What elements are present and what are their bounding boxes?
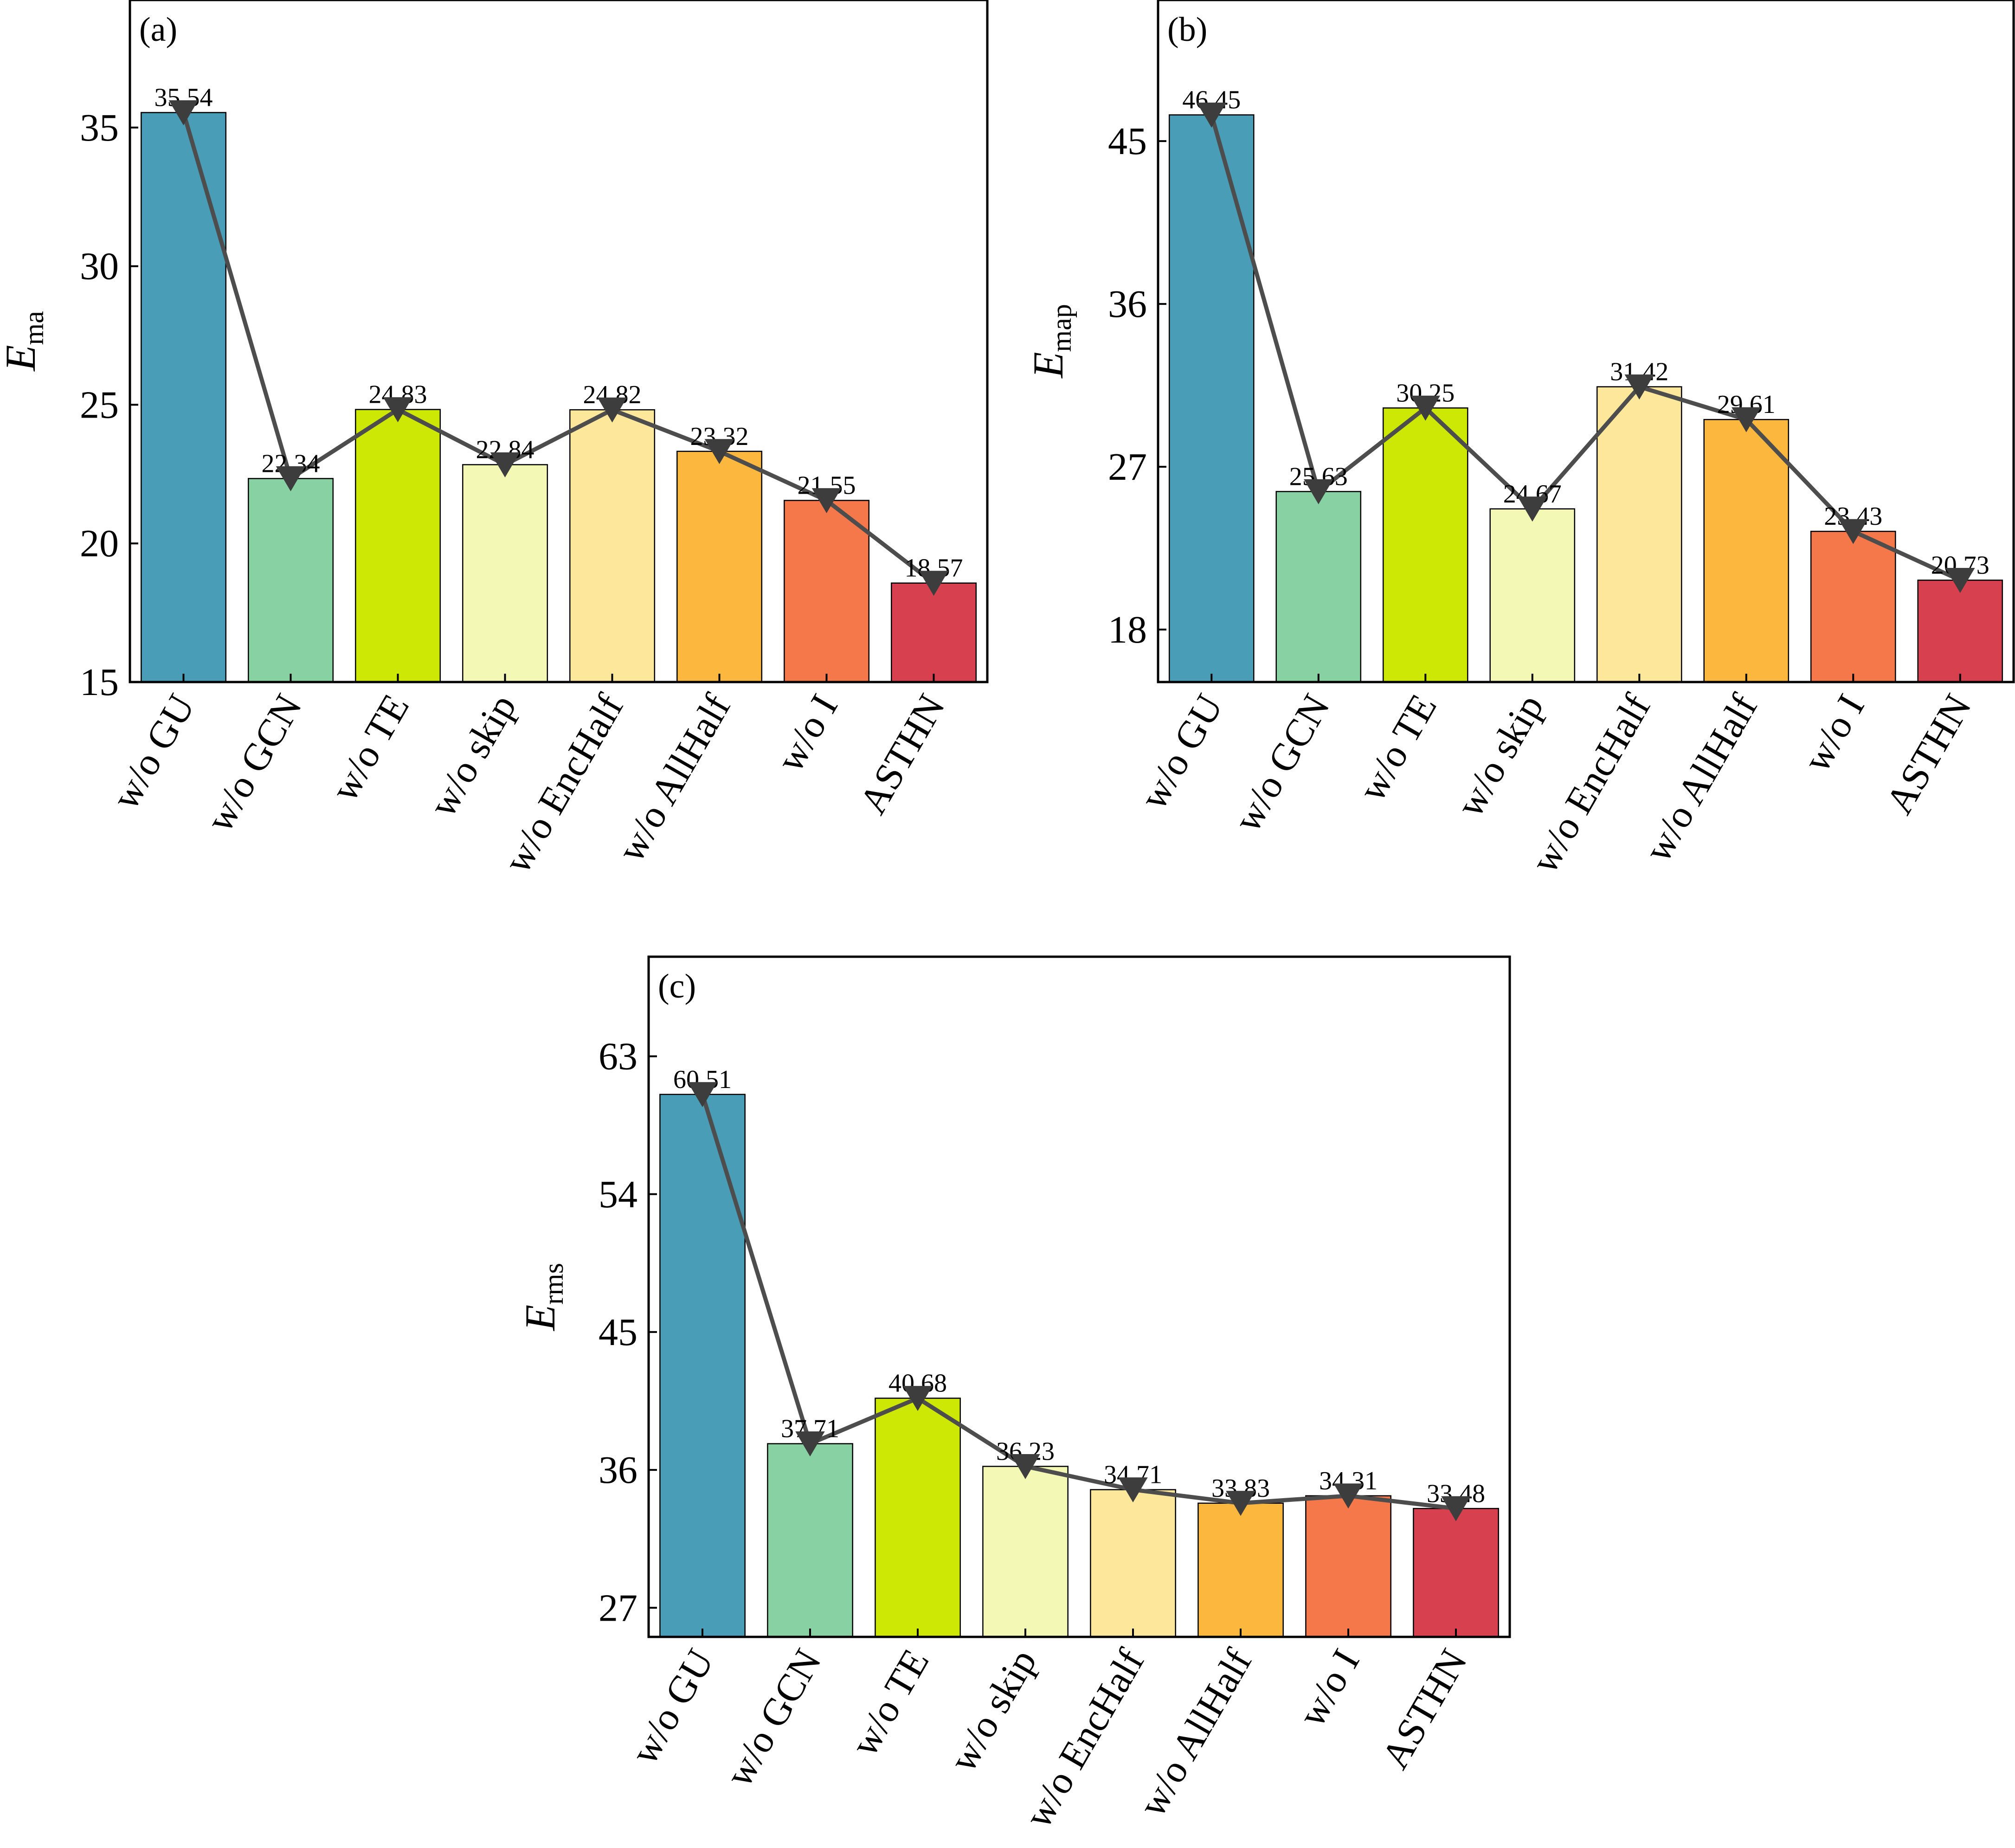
x-tick-label: w/o skip: [1448, 687, 1552, 824]
plot-frame: [647, 955, 1511, 1638]
x-tick-label: w/o GU: [1132, 687, 1231, 817]
y-tick-label: 15: [80, 661, 119, 704]
bar: [1413, 1508, 1499, 1638]
bar: [1382, 407, 1468, 683]
marker: [168, 100, 199, 126]
marker: [704, 439, 734, 464]
marker: [1333, 1483, 1363, 1509]
x-tick-label: w/o GCN: [198, 687, 310, 839]
marker: [919, 571, 949, 596]
y-tick-label: 30: [80, 245, 119, 288]
marker: [1624, 374, 1654, 400]
bar: [1275, 491, 1362, 683]
y-tick-label: 25: [80, 383, 119, 426]
marker: [903, 1386, 933, 1411]
bar: [659, 1094, 746, 1638]
bar: [355, 409, 441, 683]
bar: [248, 478, 334, 683]
x-tick-label: ASTHN: [1373, 1642, 1476, 1776]
series-line: [1209, 114, 1961, 582]
x-tick-label: w/o AllHalf: [609, 687, 739, 869]
y-tick-label: 20: [80, 522, 119, 565]
bar: [569, 409, 656, 683]
x-tick-label: w/o TE: [843, 1642, 938, 1763]
series-line: [700, 1094, 1456, 1511]
y-tick-label: 45: [599, 1311, 637, 1354]
y-axis-label: Ema: [0, 311, 49, 372]
y-axis-label: Emap: [1024, 304, 1077, 379]
chart-panel-a: 35.5422.3424.8322.8424.8223.3221.5518.57…: [0, 0, 989, 880]
y-tick-label: 36: [1108, 283, 1147, 326]
plot-frame: [129, 0, 989, 683]
marker: [1118, 1477, 1148, 1503]
marker: [276, 466, 306, 491]
bar: [1168, 114, 1255, 683]
marker: [1226, 1491, 1255, 1516]
bar: [1810, 530, 1896, 683]
bar: [1703, 419, 1790, 683]
x-tick-label: w/o GCN: [717, 1642, 830, 1794]
x-tick-label: ASTHN: [1878, 687, 1980, 821]
y-tick-label: 45: [1108, 120, 1147, 163]
y-tick-label: 27: [1108, 445, 1147, 489]
x-tick-label: w/o skip: [941, 1642, 1045, 1779]
marker: [811, 488, 842, 514]
bar: [1489, 508, 1576, 683]
x-tick-label: w/o GU: [623, 1642, 722, 1771]
x-tick-label: w/o I: [1795, 687, 1873, 779]
y-tick-label: 27: [599, 1586, 637, 1629]
x-tick-label: w/o GU: [103, 687, 203, 817]
marker: [1197, 103, 1227, 128]
bar: [1197, 1502, 1284, 1638]
marker: [1011, 1454, 1040, 1479]
bar: [767, 1443, 853, 1638]
marker: [1304, 479, 1333, 504]
marker: [1410, 395, 1441, 421]
y-tick-label: 35: [80, 106, 119, 149]
x-tick-label: ASTHN: [851, 687, 953, 821]
marker: [1732, 407, 1761, 432]
marker: [490, 452, 520, 477]
series-line: [181, 112, 935, 585]
bar: [676, 451, 763, 683]
panel-tag: (c): [658, 967, 696, 1005]
y-axis-label: Erms: [516, 1263, 569, 1332]
marker: [383, 397, 413, 423]
marker: [1838, 519, 1868, 544]
y-tick-label: 36: [599, 1449, 637, 1492]
x-tick-label: w/o TE: [322, 687, 418, 808]
marker: [1441, 1496, 1471, 1521]
chart-panel-b: 46.4525.6330.2524.6731.4229.6123.4320.73…: [1024, 0, 2015, 880]
bar: [1305, 1495, 1391, 1638]
x-tick-label: w/o I: [1290, 1642, 1368, 1734]
bar: [982, 1466, 1069, 1638]
bar: [875, 1397, 961, 1638]
bar: [462, 464, 548, 683]
bar: [784, 500, 870, 683]
bar: [891, 582, 977, 683]
bar: [141, 112, 227, 683]
marker: [688, 1082, 717, 1108]
y-tick-label: 63: [599, 1035, 637, 1078]
x-tick-label: w/o skip: [421, 687, 525, 824]
y-tick-label: 54: [599, 1173, 637, 1216]
marker: [1518, 496, 1547, 522]
x-tick-label: w/o GCN: [1226, 687, 1339, 839]
y-tick-label: 18: [1108, 608, 1147, 651]
bar: [1917, 580, 2003, 683]
bar: [1090, 1489, 1176, 1638]
x-tick-label: w/o AllHalf: [1130, 1642, 1260, 1824]
marker: [1945, 568, 1975, 593]
x-tick-label: w/o TE: [1350, 687, 1445, 808]
panel-tag: (a): [139, 11, 177, 49]
plot-frame: [1157, 0, 2015, 683]
panel-tag: (b): [1167, 11, 1207, 49]
marker: [597, 397, 627, 423]
x-tick-label: w/o I: [768, 687, 846, 779]
marker: [795, 1431, 825, 1457]
bar: [1596, 386, 1682, 683]
